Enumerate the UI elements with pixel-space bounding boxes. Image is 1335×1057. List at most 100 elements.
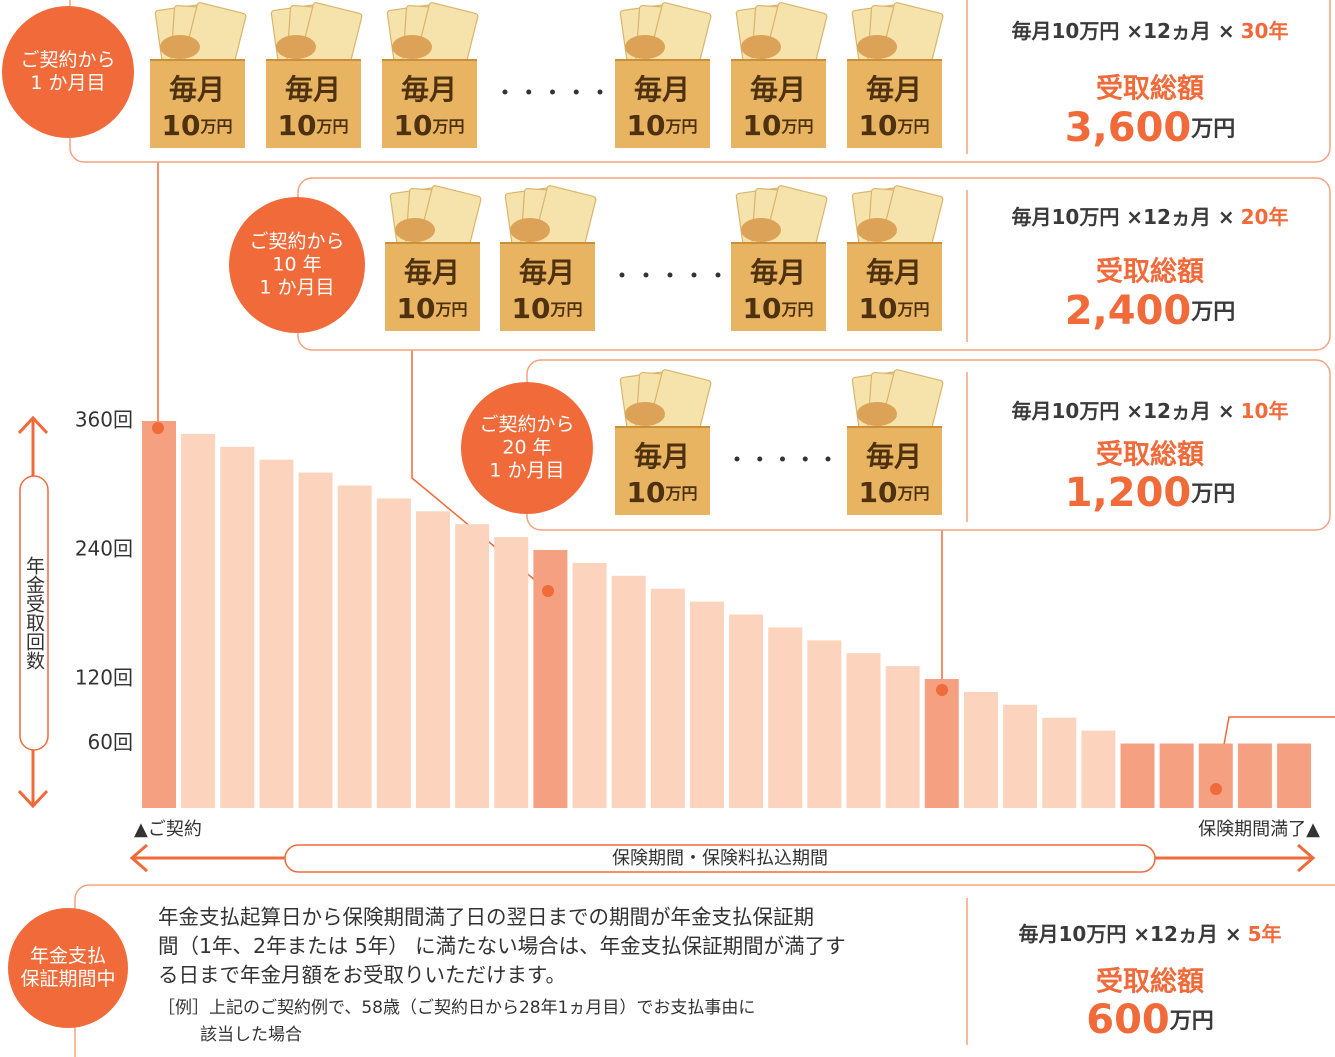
formula-years: 20年 [1241,205,1289,229]
formula: 毎月10万円 ×12ヵ月 ×20年 [1012,205,1289,229]
ellipsis-dot [550,90,555,95]
bar [494,537,528,808]
ellipsis-dot [574,90,579,95]
formula: 毎月10万円 ×12ヵ月 ×30年 [1012,19,1289,43]
coin [857,402,897,426]
total-amount: 600 [1086,997,1170,1043]
bar [925,679,959,808]
bar [1277,744,1311,809]
circle-text: 1 か月目 [489,460,564,482]
coin [510,218,550,242]
bar [142,421,176,808]
bar [377,498,411,808]
bar [1042,718,1076,808]
ellipsis-dot [803,457,808,462]
ellipsis-dot [757,457,762,462]
guarantee-example: 該当した場合 [200,1025,302,1045]
circle-text: 保証期間中 [20,968,115,990]
bag-amount-num: 10 [627,109,666,142]
bar [1081,731,1115,808]
money-bag: 毎月10万円 [731,185,827,331]
bag-amount-unit: 万円 [896,117,929,136]
bar [299,473,333,808]
money-bag: 毎月10万円 [615,2,711,148]
bag-amount-num: 10 [859,476,898,509]
bag-top: 毎月 [634,440,690,473]
circle-text: ご契約から [479,414,574,436]
ellipsis-dot [668,273,673,278]
formula-text: 毎月10万円 ×12ヵ月 × [1012,205,1235,229]
bag-amount-num: 10 [743,292,782,325]
bar [416,511,450,808]
bar [729,615,763,809]
bar [1160,744,1194,809]
bag-amount-num: 10 [627,476,666,509]
bag-amount-unit: 万円 [664,117,697,136]
money-bag: 毎月10万円 [385,185,481,331]
bag-amount-unit: 万円 [431,117,464,136]
bag-top: 毎月 [750,73,806,106]
total-label: 受取総額 [1096,73,1204,105]
bag-amount-unit: 万円 [434,300,467,319]
money-bag: 毎月10万円 [150,2,246,148]
y-axis-label: 年金受取回数 [23,556,45,670]
y-tick-label: 360回 [75,408,133,432]
coin [392,35,432,59]
ellipsis-dot [735,457,740,462]
ellipsis-dot [826,457,831,462]
bar [220,447,254,808]
ellipsis-dot [598,90,603,95]
bag-amount-num: 10 [512,292,551,325]
bar [847,653,881,808]
bar [886,666,920,808]
bag-top: 毎月 [404,256,460,289]
bag-amount-unit: 万円 [315,117,348,136]
total-amount: 2,400 [1065,288,1192,334]
total-unit: 万円 [1190,482,1235,507]
ellipsis-dot [716,273,721,278]
money-bag: 毎月10万円 [847,185,943,331]
guarantee-text: る日まで年金月額をお受取りいただけます。 [158,963,566,987]
bar [612,576,646,808]
marker-dot [542,585,554,597]
bar [259,460,293,808]
money-bag: 毎月10万円 [500,185,596,331]
ellipsis-dot [620,273,625,278]
total-amount: 3,600 [1065,105,1192,151]
period-label: 保険期間・保険料払込期間 [612,848,828,869]
ellipsis-dot [692,273,697,278]
circle-text: 1 か月目 [30,72,105,94]
formula-years: 10年 [1241,399,1289,423]
start-label: ▲ご契約 [134,819,202,840]
bag-top: 毎月 [866,256,922,289]
bag-amount-num: 10 [859,292,898,325]
circle-text: 1 か月目 [259,277,334,299]
coin [160,35,200,59]
formula: 毎月10万円 ×12ヵ月 ×10年 [1012,399,1289,423]
y-tick-label: 120回 [75,666,133,690]
circle-text: 20 年 [502,437,551,459]
coin [741,218,781,242]
money-bag: 毎月10万円 [615,369,711,515]
bag-amount-num: 10 [162,109,201,142]
bag-amount-num: 10 [743,109,782,142]
end-label: 保険期間満了▲ [1198,819,1320,840]
money-bag: 毎月10万円 [382,2,478,148]
bag-amount-num: 10 [859,109,898,142]
bag-top: 毎月 [634,73,690,106]
bag-amount-unit: 万円 [896,484,929,503]
bar [1121,744,1155,809]
total-unit: 万円 [1190,117,1235,142]
bar [964,692,998,808]
ellipsis-dot [780,457,785,462]
coin [625,35,665,59]
marker-dot [1210,783,1222,795]
circle-text: 10 年 [272,254,321,276]
ellipsis-dot [526,90,531,95]
bag-amount-unit: 万円 [780,117,813,136]
ellipsis-dot [644,273,649,278]
bag-top: 毎月 [519,256,575,289]
ellipsis-dot [503,90,508,95]
bag-top: 毎月 [285,73,341,106]
bar [181,434,215,808]
